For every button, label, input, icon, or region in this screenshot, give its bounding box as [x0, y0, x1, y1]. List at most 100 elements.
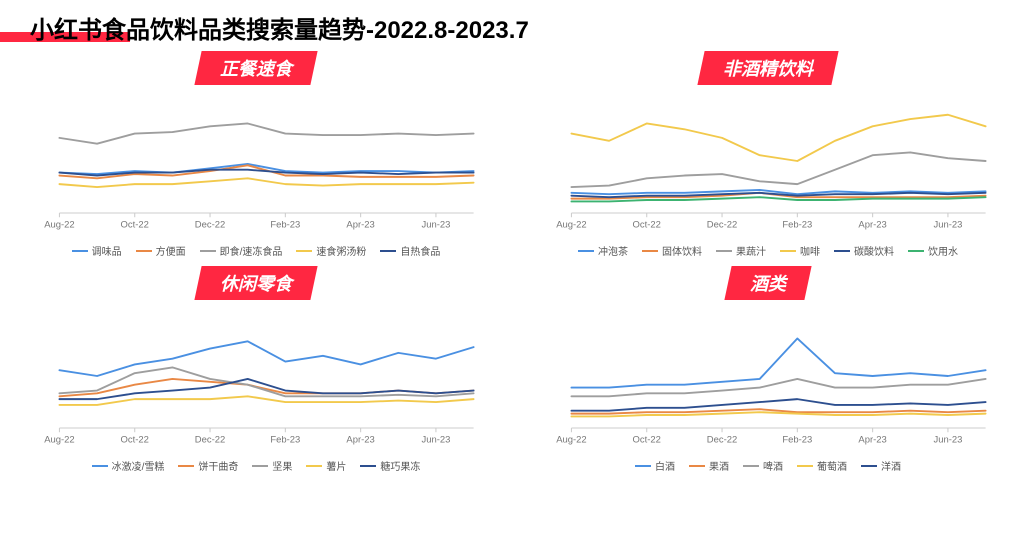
series-line — [59, 341, 473, 376]
series-line — [59, 123, 473, 143]
legend-label: 饼干曲奇 — [198, 458, 238, 473]
panel-title: 非酒精饮料 — [697, 51, 838, 85]
x-axis-label: Feb-23 — [270, 435, 300, 446]
title-wrap: 小红书食品饮料品类搜索量趋势-2022.8-2023.7 — [30, 10, 994, 45]
series-line — [59, 379, 473, 396]
legend-swatch — [635, 465, 651, 467]
panel-title: 正餐速食 — [194, 51, 317, 85]
legend-swatch — [200, 250, 216, 252]
series-line — [59, 164, 473, 174]
legend-label: 坚果 — [272, 458, 292, 473]
legend-swatch — [252, 465, 268, 467]
legend-label: 洋酒 — [881, 458, 901, 473]
legend-swatch — [743, 465, 759, 467]
series-line — [571, 379, 985, 396]
legend-swatch — [689, 465, 705, 467]
panel-title-text: 酒类 — [750, 270, 786, 296]
legend-swatch — [861, 465, 877, 467]
legend-swatch — [178, 465, 194, 467]
legend-item: 坚果 — [252, 458, 292, 473]
legend-label: 速食粥汤粉 — [316, 243, 366, 258]
legend-swatch — [360, 465, 376, 467]
legend-swatch — [908, 250, 924, 252]
x-axis-label: Dec-22 — [195, 220, 225, 231]
legend-item: 冰激凌/雪糕 — [92, 458, 165, 473]
x-axis-label: Feb-23 — [270, 220, 300, 231]
legend-label: 冲泡茶 — [598, 243, 628, 258]
x-axis-label: Oct-22 — [121, 220, 149, 231]
x-axis-label: Oct-22 — [633, 220, 661, 231]
panel-title-wrap: 酒类 — [542, 266, 994, 300]
legend-item: 白酒 — [635, 458, 675, 473]
chart-panel-p2: 非酒精饮料Aug-22Oct-22Dec-22Feb-23Apr-23Jun-2… — [542, 51, 994, 258]
panel-title-text: 非酒精饮料 — [723, 55, 813, 81]
x-axis-label: Apr-23 — [858, 435, 886, 446]
legend-swatch — [380, 250, 396, 252]
legend-item: 自热食品 — [380, 243, 440, 258]
legend-item: 调味品 — [72, 243, 122, 258]
legend-swatch — [716, 250, 732, 252]
legend-label: 碳酸饮料 — [854, 243, 894, 258]
chart-panel-p3: 休闲零食Aug-22Oct-22Dec-22Feb-23Apr-23Jun-23… — [30, 266, 482, 473]
legend-label: 即食/速冻食品 — [220, 243, 283, 258]
x-axis-label: Oct-22 — [121, 435, 149, 446]
legend-item: 饮用水 — [908, 243, 958, 258]
legend-item: 洋酒 — [861, 458, 901, 473]
legend-label: 啤酒 — [763, 458, 783, 473]
x-axis-label: Dec-22 — [707, 435, 737, 446]
legend-item: 咖啡 — [780, 243, 820, 258]
legend-swatch — [306, 465, 322, 467]
legend-label: 冰激凌/雪糕 — [112, 458, 165, 473]
x-axis-label: Aug-22 — [44, 435, 74, 446]
series-line — [59, 396, 473, 405]
legend-swatch — [834, 250, 850, 252]
chart-panel-p4: 酒类Aug-22Oct-22Dec-22Feb-23Apr-23Jun-23白酒… — [542, 266, 994, 473]
legend-label: 果蔬汁 — [736, 243, 766, 258]
legend-label: 咖啡 — [800, 243, 820, 258]
x-axis-label: Apr-23 — [346, 220, 374, 231]
page-root: 小红书食品饮料品类搜索量趋势-2022.8-2023.7 正餐速食 Aug-22 O… — [0, 0, 1024, 483]
legend-item: 果蔬汁 — [716, 243, 766, 258]
series-line — [59, 178, 473, 187]
legend-label: 调味品 — [92, 243, 122, 258]
legend-item: 果酒 — [689, 458, 729, 473]
panel-title-wrap: 正餐速食 — [30, 51, 482, 85]
legend-label: 糖巧果冻 — [380, 458, 420, 473]
x-axis-label: Dec-22 — [707, 220, 737, 231]
legend-item: 方便面 — [136, 243, 186, 258]
line-chart: Aug-22Oct-22Dec-22Feb-23Apr-23Jun-23 — [30, 89, 482, 236]
panel-title: 酒类 — [724, 266, 811, 300]
legend-item: 冲泡茶 — [578, 243, 628, 258]
chart-panel-p1: 正餐速食Aug-22Oct-22Dec-22Feb-23Apr-23Jun-23… — [30, 51, 482, 258]
panel-title-wrap: 休闲零食 — [30, 266, 482, 300]
legend-label: 固体饮料 — [662, 243, 702, 258]
legend-item: 啤酒 — [743, 458, 783, 473]
x-axis-label: Dec-22 — [195, 435, 225, 446]
legend-item: 糖巧果冻 — [360, 458, 420, 473]
line-chart: Aug-22Oct-22Dec-22Feb-23Apr-23Jun-23 — [30, 304, 482, 451]
x-axis-label: Jun-23 — [933, 435, 962, 446]
line-chart: Aug-22Oct-22Dec-22Feb-23Apr-23Jun-23 — [542, 89, 994, 236]
panel-title-wrap: 非酒精饮料 — [542, 51, 994, 85]
x-axis-label: Jun-23 — [421, 220, 450, 231]
legend: 白酒 果酒 啤酒 葡萄酒 洋酒 — [542, 458, 994, 473]
legend-label: 薯片 — [326, 458, 346, 473]
charts-grid: 正餐速食 Aug-22 Oct-22 Dec-22 Feb-23 Apr-23 Jun-23… — [30, 51, 994, 473]
x-axis-label: Jun-23 — [933, 220, 962, 231]
panel-title: 休闲零食 — [194, 266, 317, 300]
x-axis-label: Feb-23 — [782, 435, 812, 446]
series-line — [571, 399, 985, 411]
legend-swatch — [642, 250, 658, 252]
legend: 冰激凌/雪糕 饼干曲奇 坚果 薯片 糖巧果冻 — [30, 458, 482, 473]
legend: 冲泡茶 固体饮料 果蔬汁 咖啡 碳酸饮料饮用水 — [542, 243, 994, 258]
x-axis-label: Feb-23 — [782, 220, 812, 231]
legend-item: 碳酸饮料 — [834, 243, 894, 258]
legend-item: 薯片 — [306, 458, 346, 473]
legend-swatch — [136, 250, 152, 252]
legend-label: 果酒 — [709, 458, 729, 473]
legend-label: 葡萄酒 — [817, 458, 847, 473]
x-axis-label: Apr-23 — [346, 435, 374, 446]
legend: 调味品方便面 即食/速冻食品 速食粥汤粉自热食品 — [30, 243, 482, 258]
legend-swatch — [296, 250, 312, 252]
legend-swatch — [92, 465, 108, 467]
